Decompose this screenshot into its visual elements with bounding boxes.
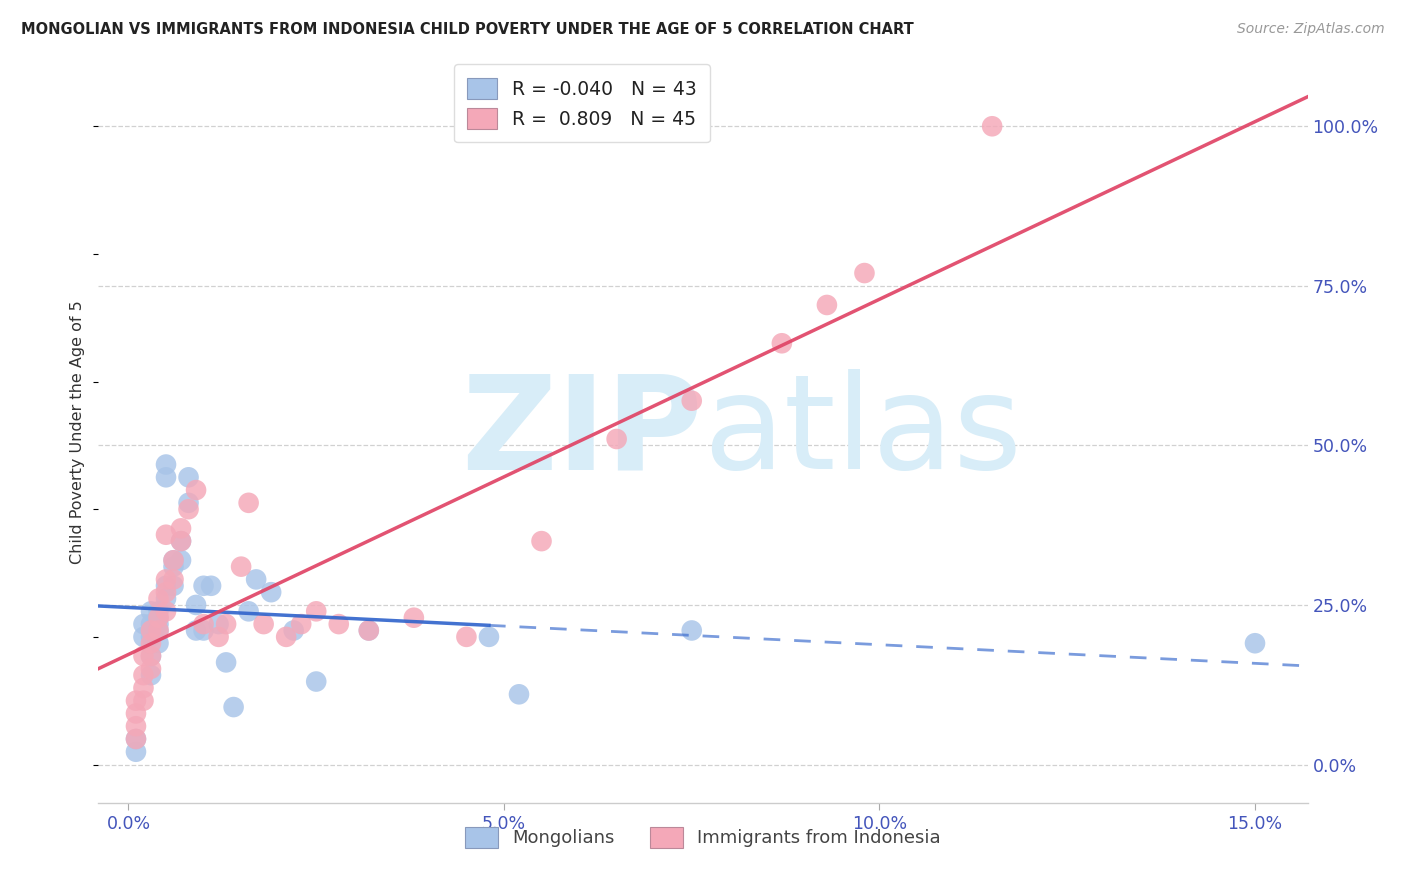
Point — [276, 630, 298, 644]
Point — [238, 604, 260, 618]
Point — [207, 617, 229, 632]
Point — [253, 617, 276, 632]
Point — [170, 521, 193, 535]
Point — [125, 731, 148, 746]
Point — [162, 573, 184, 587]
Point — [193, 624, 215, 638]
Point — [200, 579, 222, 593]
Point — [139, 668, 162, 682]
Point — [148, 610, 170, 624]
Point — [139, 648, 162, 663]
Point — [456, 630, 478, 644]
Point — [155, 527, 177, 541]
Text: atlas: atlas — [703, 369, 1022, 496]
Point — [508, 687, 530, 701]
Point — [981, 120, 1004, 134]
Point — [222, 700, 245, 714]
Point — [132, 617, 155, 632]
Point — [162, 553, 184, 567]
Point — [177, 502, 200, 516]
Point — [357, 624, 380, 638]
Point — [770, 336, 793, 351]
Point — [162, 559, 184, 574]
Point — [155, 604, 177, 618]
Point — [155, 470, 177, 484]
Point — [184, 624, 207, 638]
Point — [238, 496, 260, 510]
Point — [148, 624, 170, 638]
Point — [162, 553, 184, 567]
Point — [215, 617, 238, 632]
Point — [815, 298, 838, 312]
Point — [125, 731, 148, 746]
Point — [139, 624, 162, 638]
Text: Source: ZipAtlas.com: Source: ZipAtlas.com — [1237, 22, 1385, 37]
Point — [207, 630, 229, 644]
Point — [193, 617, 215, 632]
Point — [290, 617, 312, 632]
Point — [148, 636, 170, 650]
Point — [184, 483, 207, 497]
Text: MONGOLIAN VS IMMIGRANTS FROM INDONESIA CHILD POVERTY UNDER THE AGE OF 5 CORRELAT: MONGOLIAN VS IMMIGRANTS FROM INDONESIA C… — [21, 22, 914, 37]
Point — [305, 604, 328, 618]
Point — [853, 266, 876, 280]
Point — [155, 579, 177, 593]
Point — [177, 496, 200, 510]
Point — [229, 559, 252, 574]
Point — [132, 681, 155, 695]
Point — [193, 579, 215, 593]
Point — [245, 573, 267, 587]
Point — [681, 393, 703, 408]
Point — [139, 617, 162, 632]
Point — [162, 579, 184, 593]
Point — [177, 470, 200, 484]
Point — [170, 553, 193, 567]
Point — [132, 648, 155, 663]
Point — [155, 591, 177, 606]
Point — [184, 598, 207, 612]
Point — [139, 604, 162, 618]
Point — [148, 604, 170, 618]
Point — [402, 610, 425, 624]
Legend: Mongolians, Immigrants from Indonesia: Mongolians, Immigrants from Indonesia — [456, 818, 950, 856]
Point — [155, 573, 177, 587]
Point — [132, 694, 155, 708]
Point — [148, 617, 170, 632]
Point — [155, 585, 177, 599]
Point — [132, 630, 155, 644]
Point — [139, 648, 162, 663]
Point — [681, 624, 703, 638]
Point — [606, 432, 628, 446]
Point — [139, 630, 162, 644]
Point — [125, 719, 148, 733]
Point — [139, 662, 162, 676]
Point — [148, 624, 170, 638]
Point — [215, 656, 238, 670]
Text: ZIP: ZIP — [461, 369, 703, 496]
Point — [283, 624, 305, 638]
Point — [132, 668, 155, 682]
Point — [1244, 636, 1267, 650]
Point — [305, 674, 328, 689]
Y-axis label: Child Poverty Under the Age of 5: Child Poverty Under the Age of 5 — [70, 301, 86, 565]
Point — [155, 458, 177, 472]
Point — [170, 534, 193, 549]
Point — [125, 706, 148, 721]
Point — [260, 585, 283, 599]
Point — [125, 694, 148, 708]
Point — [170, 534, 193, 549]
Point — [125, 745, 148, 759]
Point — [478, 630, 501, 644]
Point — [328, 617, 350, 632]
Point — [139, 636, 162, 650]
Point — [530, 534, 553, 549]
Point — [148, 591, 170, 606]
Point — [148, 610, 170, 624]
Point — [357, 624, 380, 638]
